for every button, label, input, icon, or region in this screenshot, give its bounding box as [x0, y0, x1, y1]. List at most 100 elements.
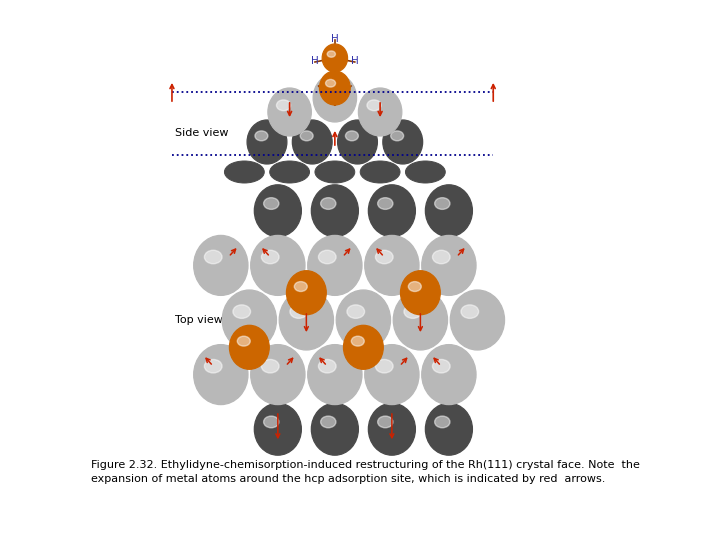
Ellipse shape	[225, 161, 264, 183]
Ellipse shape	[369, 239, 415, 292]
Ellipse shape	[264, 361, 279, 373]
Ellipse shape	[204, 360, 222, 373]
Ellipse shape	[327, 51, 336, 57]
Ellipse shape	[320, 71, 350, 105]
Ellipse shape	[378, 361, 393, 373]
Ellipse shape	[378, 198, 393, 210]
Ellipse shape	[343, 325, 383, 369]
Ellipse shape	[433, 250, 450, 264]
Ellipse shape	[287, 271, 326, 315]
Ellipse shape	[378, 252, 393, 264]
Ellipse shape	[307, 235, 362, 295]
Ellipse shape	[383, 120, 423, 164]
Ellipse shape	[391, 131, 404, 141]
Ellipse shape	[226, 294, 273, 346]
Ellipse shape	[360, 161, 400, 183]
Ellipse shape	[264, 198, 279, 210]
Text: H: H	[311, 56, 319, 66]
Ellipse shape	[318, 250, 336, 264]
Ellipse shape	[311, 403, 359, 455]
Ellipse shape	[283, 294, 330, 346]
Ellipse shape	[307, 345, 362, 404]
Ellipse shape	[346, 131, 359, 141]
Ellipse shape	[264, 252, 279, 264]
Ellipse shape	[404, 305, 422, 319]
Ellipse shape	[369, 349, 415, 401]
Ellipse shape	[276, 100, 291, 111]
Ellipse shape	[435, 252, 450, 264]
Text: H: H	[351, 56, 359, 66]
Ellipse shape	[322, 44, 348, 72]
Ellipse shape	[313, 74, 356, 122]
Text: Top view: Top view	[175, 315, 222, 325]
Ellipse shape	[320, 252, 336, 264]
Ellipse shape	[268, 88, 311, 136]
Ellipse shape	[264, 416, 279, 428]
Ellipse shape	[349, 307, 364, 319]
Ellipse shape	[422, 235, 476, 295]
Ellipse shape	[375, 360, 393, 373]
Ellipse shape	[320, 416, 336, 428]
Ellipse shape	[454, 294, 501, 346]
Ellipse shape	[378, 416, 393, 428]
Text: Figure 2.32. Ethylidyne-chemisorption-induced restructuring of the Rh(111) cryst: Figure 2.32. Ethylidyne-chemisorption-in…	[91, 460, 639, 484]
Ellipse shape	[315, 161, 355, 183]
Ellipse shape	[325, 79, 336, 87]
Ellipse shape	[254, 403, 302, 455]
Ellipse shape	[393, 290, 448, 350]
Ellipse shape	[347, 305, 364, 319]
Ellipse shape	[320, 198, 336, 210]
Ellipse shape	[369, 403, 415, 455]
Ellipse shape	[351, 336, 364, 346]
Ellipse shape	[194, 345, 248, 404]
Ellipse shape	[426, 349, 472, 401]
Ellipse shape	[367, 100, 381, 111]
Ellipse shape	[197, 349, 244, 401]
Ellipse shape	[405, 161, 445, 183]
Ellipse shape	[270, 161, 310, 183]
Ellipse shape	[279, 290, 333, 350]
Ellipse shape	[230, 325, 269, 369]
Ellipse shape	[397, 294, 444, 346]
Ellipse shape	[311, 185, 359, 237]
Ellipse shape	[408, 281, 421, 292]
Ellipse shape	[461, 305, 479, 319]
Ellipse shape	[255, 131, 268, 141]
Ellipse shape	[254, 239, 302, 292]
Ellipse shape	[207, 252, 222, 264]
Ellipse shape	[290, 305, 307, 319]
Ellipse shape	[222, 290, 276, 350]
Ellipse shape	[435, 416, 450, 428]
Text: H: H	[331, 34, 338, 44]
Ellipse shape	[463, 307, 479, 319]
Ellipse shape	[336, 290, 390, 350]
Ellipse shape	[365, 235, 419, 295]
Ellipse shape	[375, 250, 393, 264]
Ellipse shape	[207, 361, 222, 373]
Ellipse shape	[300, 131, 313, 141]
Ellipse shape	[238, 336, 251, 346]
Ellipse shape	[254, 185, 302, 237]
Ellipse shape	[426, 239, 472, 292]
Ellipse shape	[359, 88, 402, 136]
Ellipse shape	[365, 345, 419, 404]
Ellipse shape	[322, 86, 336, 97]
Ellipse shape	[450, 290, 505, 350]
Ellipse shape	[422, 345, 476, 404]
Ellipse shape	[251, 345, 305, 404]
Ellipse shape	[406, 307, 421, 319]
Ellipse shape	[338, 120, 377, 164]
Ellipse shape	[194, 235, 248, 295]
Ellipse shape	[294, 281, 307, 292]
Ellipse shape	[197, 239, 244, 292]
Ellipse shape	[254, 349, 302, 401]
Ellipse shape	[311, 349, 359, 401]
Ellipse shape	[435, 198, 450, 210]
Ellipse shape	[318, 360, 336, 373]
Ellipse shape	[426, 403, 472, 455]
Ellipse shape	[251, 235, 305, 295]
Ellipse shape	[247, 120, 287, 164]
Ellipse shape	[261, 360, 279, 373]
Ellipse shape	[435, 361, 450, 373]
Ellipse shape	[340, 294, 387, 346]
